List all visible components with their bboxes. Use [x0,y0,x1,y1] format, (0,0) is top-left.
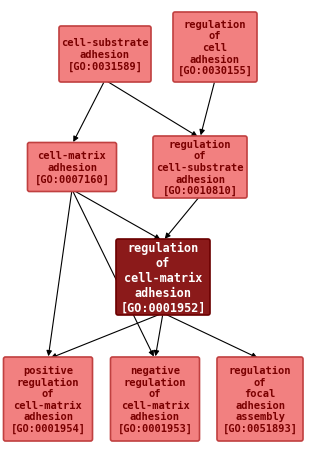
FancyBboxPatch shape [173,13,257,83]
FancyBboxPatch shape [59,27,151,83]
Text: negative
regulation
of
cell-matrix
adhesion
[GO:0001953]: negative regulation of cell-matrix adhes… [118,365,193,433]
FancyBboxPatch shape [3,357,92,441]
Text: regulation
of
focal
adhesion
assembly
[GO:0051893]: regulation of focal adhesion assembly [G… [222,365,298,433]
FancyBboxPatch shape [153,137,247,198]
FancyBboxPatch shape [110,357,199,441]
Text: cell-matrix
adhesion
[GO:0007160]: cell-matrix adhesion [GO:0007160] [35,151,109,184]
Text: regulation
of
cell
adhesion
[GO:0030155]: regulation of cell adhesion [GO:0030155] [178,20,253,76]
FancyBboxPatch shape [217,357,303,441]
FancyBboxPatch shape [27,143,117,192]
Text: positive
regulation
of
cell-matrix
adhesion
[GO:0001954]: positive regulation of cell-matrix adhes… [11,365,86,433]
Text: regulation
of
cell-substrate
adhesion
[GO:0010810]: regulation of cell-substrate adhesion [G… [156,139,244,196]
Text: regulation
of
cell-matrix
adhesion
[GO:0001952]: regulation of cell-matrix adhesion [GO:0… [120,241,206,314]
Text: cell-substrate
adhesion
[GO:0031589]: cell-substrate adhesion [GO:0031589] [61,38,149,71]
FancyBboxPatch shape [116,239,210,315]
